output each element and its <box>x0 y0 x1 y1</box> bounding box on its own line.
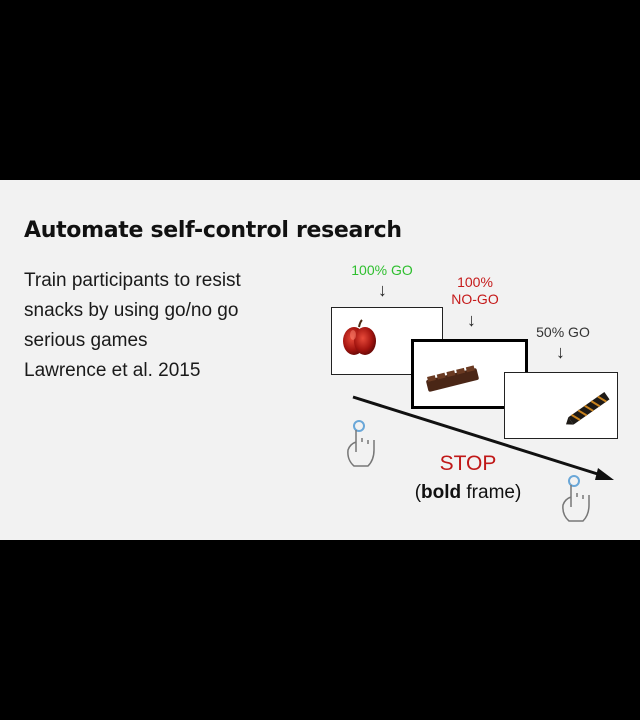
chocolate-bar-icon <box>426 365 479 392</box>
bold-frame-label: (bold frame) <box>398 482 538 504</box>
label-50-go: 50% GO <box>536 324 590 340</box>
slide: Automate self-control research Train par… <box>0 180 640 540</box>
tie-icon <box>565 391 610 425</box>
citation: Lawrence et al. 2015 <box>24 360 201 381</box>
timeline-arrow <box>352 395 614 480</box>
arrow-down-icon: ↓ <box>378 280 387 300</box>
frame-word: frame) <box>466 482 522 503</box>
label-100-no-go-line1: 100% <box>457 274 493 290</box>
slide-title: Automate self-control research <box>24 218 402 243</box>
go-frame-tie <box>504 372 618 439</box>
body-line-3: serious games <box>24 330 148 351</box>
stop-label: STOP <box>439 452 497 475</box>
hand-tap-icon <box>562 475 590 522</box>
body-line-1: Train participants to resist <box>24 270 241 291</box>
open-paren: ( <box>414 482 422 503</box>
arrow-down-icon: ↓ <box>467 310 476 330</box>
label-100-go: 100% GO <box>351 262 413 278</box>
body-line-2: snacks by using go/no go <box>24 300 239 321</box>
apple-icon <box>343 319 376 355</box>
label-100-no-go-line2: NO-GO <box>451 291 499 307</box>
hand-tap-icon <box>347 420 375 467</box>
arrow-down-icon: ↓ <box>556 342 565 362</box>
bold-word: bold <box>421 482 462 503</box>
